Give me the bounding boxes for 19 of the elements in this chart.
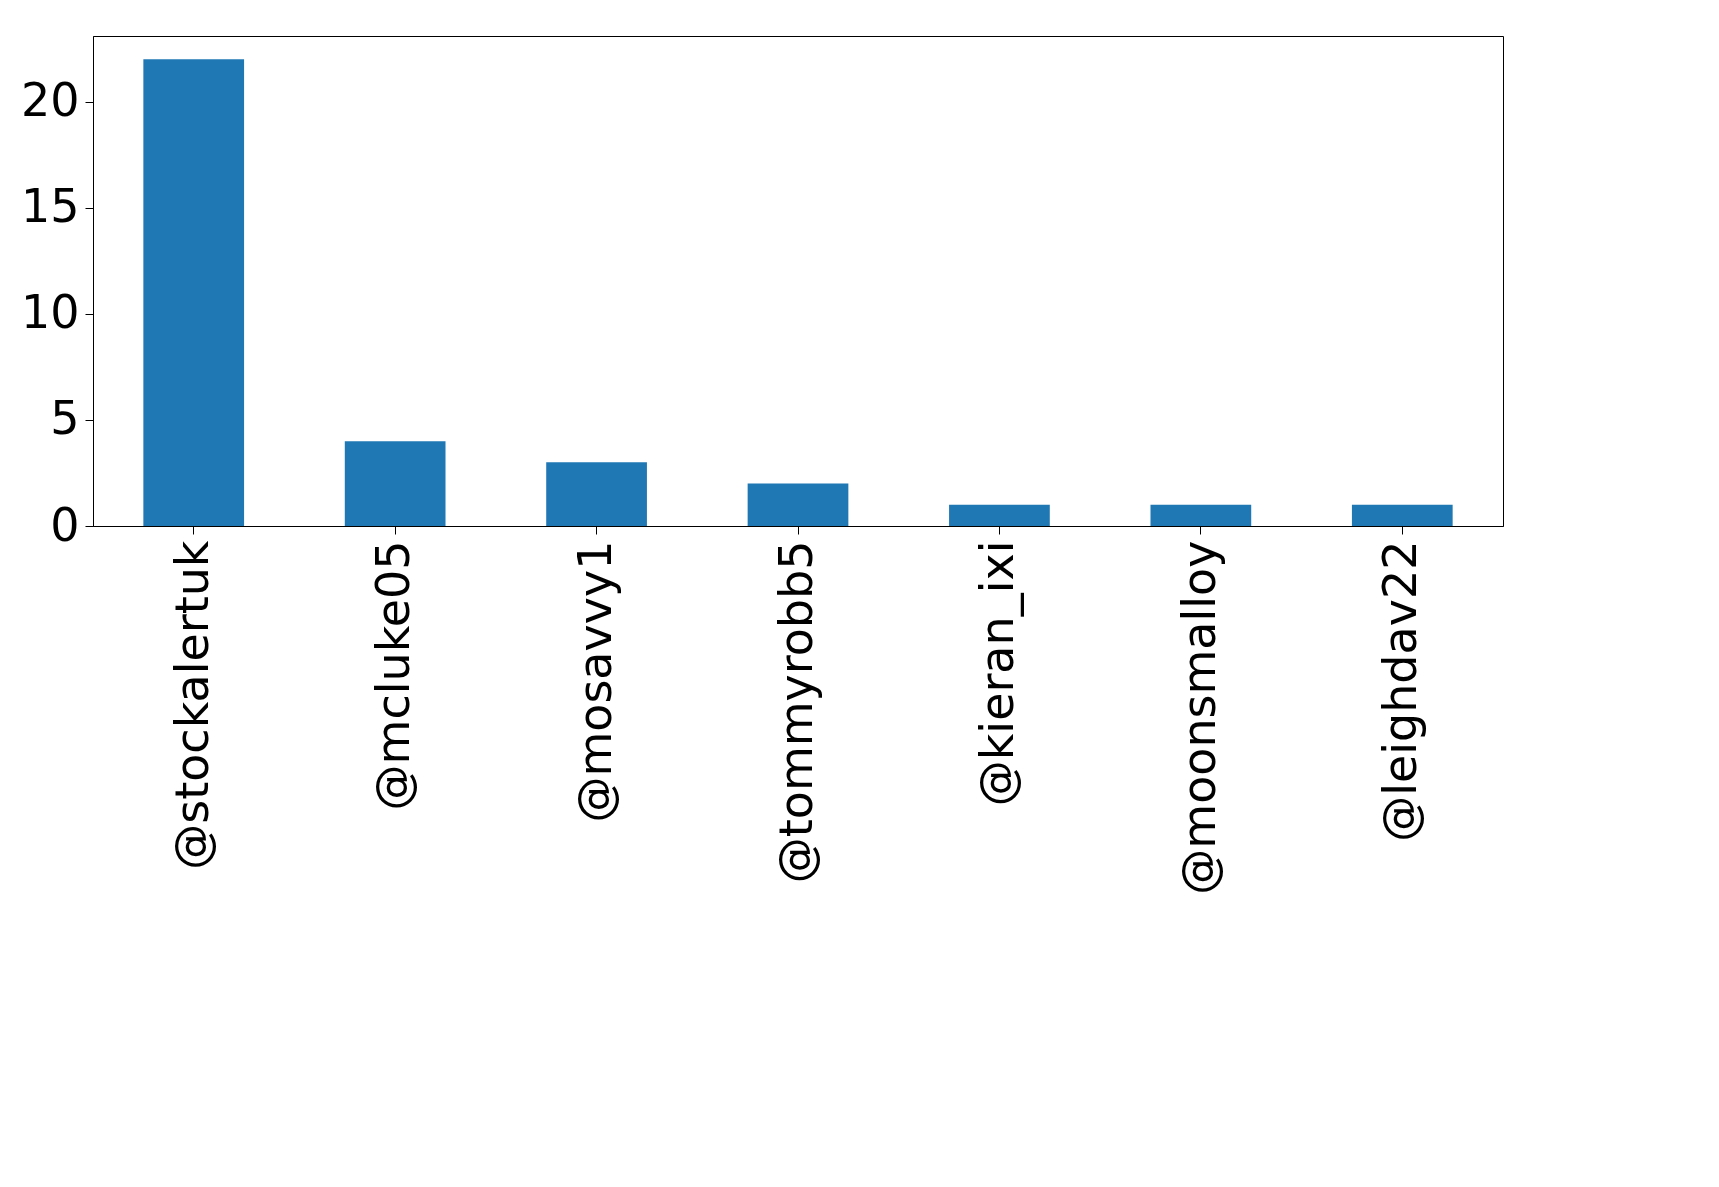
y-tick-label: 10 (20, 285, 80, 340)
bar (546, 462, 647, 526)
x-tick-label: @stockalertuk (164, 540, 219, 870)
y-tick-label: 15 (20, 179, 80, 234)
bar (1351, 504, 1453, 526)
x-tick-label: @kieran_ixi (970, 540, 1025, 807)
x-tick-label: @moonsmalloy (1171, 540, 1226, 895)
x-tick-label: @tommyrobb5 (769, 540, 823, 884)
bar (344, 441, 446, 526)
y-tick-label: 20 (20, 73, 80, 128)
x-tick-label: @leighdav22 (1373, 540, 1428, 842)
y-tick-label: 0 (50, 497, 80, 552)
x-tick-label: @mosavvy1 (567, 540, 622, 823)
bar (1150, 504, 1252, 526)
bar (949, 504, 1050, 526)
x-tick-label: @mcluke05 (366, 540, 421, 811)
bar (747, 483, 849, 526)
bar (143, 59, 245, 526)
y-tick-label: 5 (50, 391, 80, 446)
